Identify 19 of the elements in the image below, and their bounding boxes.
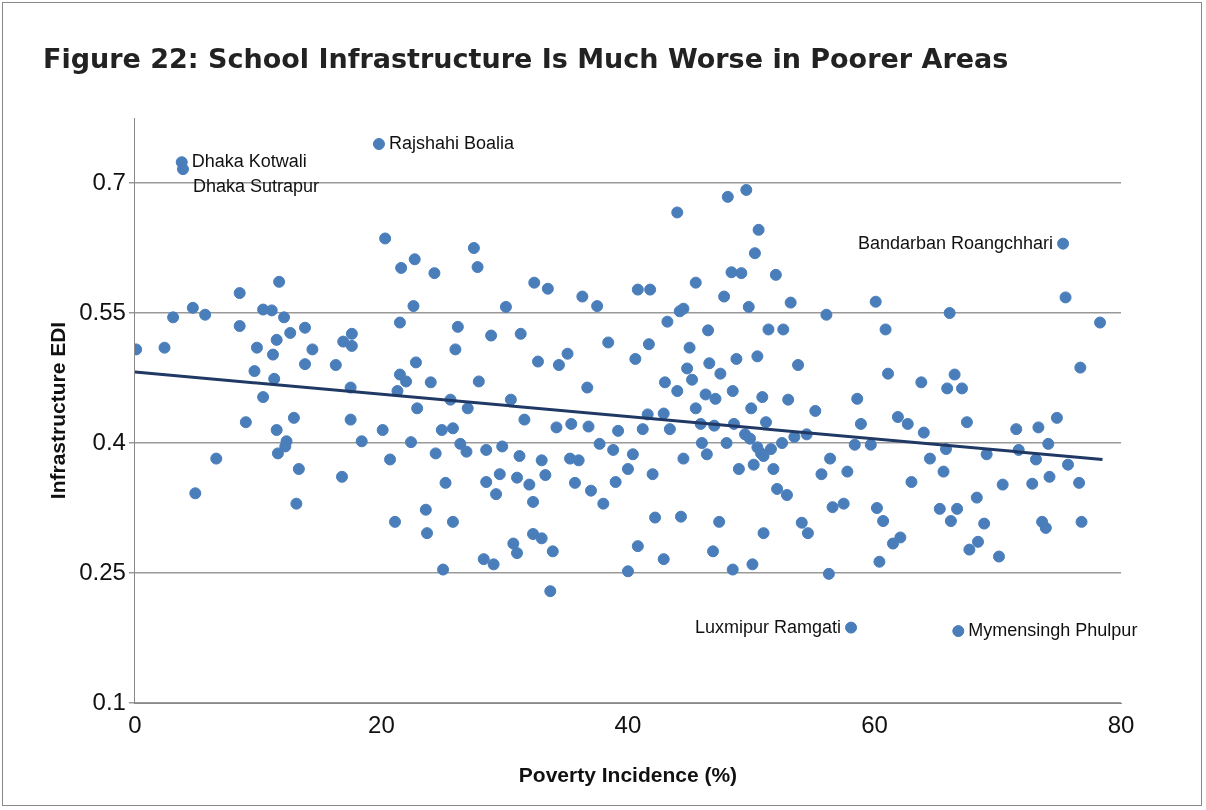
y-tick-label: 0.25 [79,557,126,585]
x-axis-title: Poverty Incidence (%) [518,763,738,787]
y-tick-label: 0.55 [79,297,126,325]
annotation: Rajshahi Boalia [388,132,516,153]
y-tick-label: 0.7 [92,167,126,195]
annotation: Luxmipur Ramgati [695,616,842,637]
x-tick-label: 40 [614,711,642,739]
x-tick-label: 60 [861,711,888,739]
x-tick-label: 80 [1107,711,1135,739]
x-tick-label: 0 [128,711,142,739]
y-tick-label: 0.4 [92,427,126,455]
annotation: Bandarban Roangchhari [857,232,1054,253]
chart-title: Figure 22: School Infrastructure Is Much Worse in Poorer Areas [43,43,1009,74]
y-tick-label: 0.1 [92,687,126,715]
y-axis-title: Infrastructure EDI [46,321,70,500]
annotation: Dhaka Kotwali [191,151,307,172]
x-tick-label: 20 [368,711,395,739]
annotation: Dhaka Sutrapur [192,176,320,197]
annotation: Mymensingh Phulpur [968,620,1138,641]
